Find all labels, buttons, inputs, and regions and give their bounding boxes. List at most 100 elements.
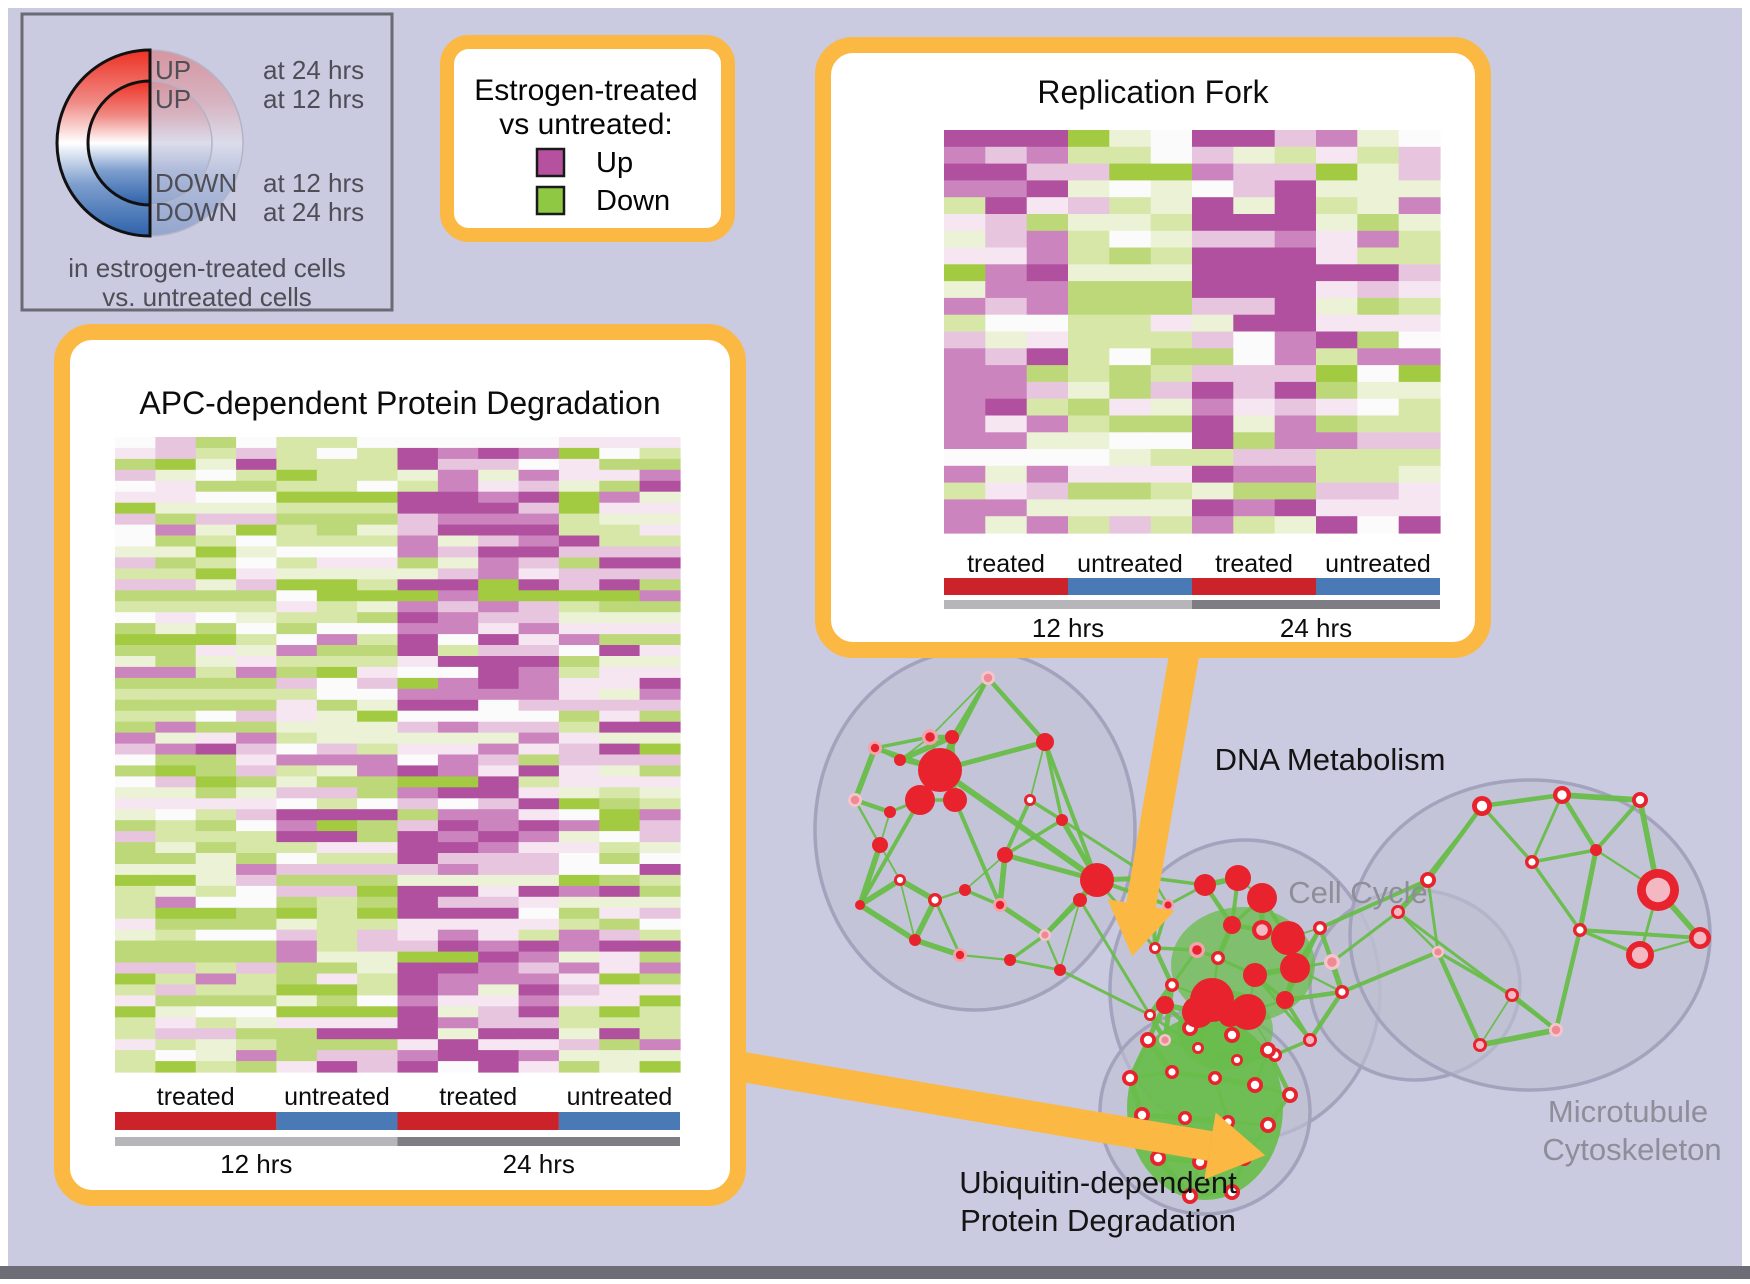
gene-node-core xyxy=(1316,924,1324,932)
heatmap-cell xyxy=(195,623,237,635)
heatmap-cell xyxy=(558,546,600,558)
heatmap-cell xyxy=(1109,130,1152,148)
rf-heatmap-grid: treated untreated treated untreated 12 hrs 24… xyxy=(944,130,1441,643)
network-edge xyxy=(937,767,1100,883)
heatmap-cell xyxy=(599,776,641,788)
gene-node xyxy=(1271,921,1305,955)
heatmap-cell xyxy=(357,1028,399,1040)
heatmap-cell xyxy=(195,601,237,613)
heatmap-cell xyxy=(357,1050,399,1062)
heatmap-cell xyxy=(195,480,237,493)
heatmap-cell xyxy=(558,557,600,569)
heatmap-cell xyxy=(316,601,358,613)
heatmap-cell xyxy=(1233,415,1276,433)
heatmap-cell xyxy=(115,447,156,460)
heatmap-cell xyxy=(195,579,237,591)
heatmap-cell xyxy=(155,1006,197,1018)
heatmap-cell xyxy=(1357,146,1400,165)
heatmap-cell xyxy=(236,513,278,526)
heatmap-cell xyxy=(1026,130,1069,148)
heatmap-cell xyxy=(115,973,156,985)
heatmap-cell xyxy=(397,765,439,777)
heatmap-cell xyxy=(1026,197,1069,215)
heatmap-cell xyxy=(316,831,358,843)
heatmap-cell xyxy=(558,645,600,657)
heatmap-cell xyxy=(1026,281,1069,299)
gene-node-core xyxy=(1476,800,1488,812)
gene-node xyxy=(1247,883,1277,913)
heatmap-cell xyxy=(155,502,197,515)
heatmap-cell xyxy=(236,645,278,657)
heatmap-cell xyxy=(397,612,439,624)
heatmap-cell xyxy=(155,666,197,679)
heatmap-cell xyxy=(1109,214,1152,232)
circle-legend-dir-1: UP xyxy=(155,84,191,114)
heatmap-cell xyxy=(1316,146,1358,165)
heatmap-cell xyxy=(195,918,237,931)
heatmap-cell xyxy=(478,918,520,931)
heatmap-cell xyxy=(1316,398,1358,417)
heatmap-cell xyxy=(397,929,439,942)
heatmap-cell xyxy=(357,568,399,580)
condition-bar xyxy=(276,1112,398,1130)
heatmap-cell xyxy=(236,437,278,449)
heatmap-cell xyxy=(437,447,479,460)
cluster-label-ubiquitin-2: Protein Degradation xyxy=(960,1203,1236,1238)
network-edge xyxy=(857,902,918,943)
heatmap-cell xyxy=(397,557,439,569)
heatmap-cell xyxy=(276,568,318,580)
heatmap-cell xyxy=(518,677,560,690)
heatmap-cell xyxy=(558,787,600,799)
heatmap-cell xyxy=(1109,264,1152,282)
heatmap-cell xyxy=(437,535,479,547)
heatmap-cell xyxy=(115,437,156,449)
heatmap-cell xyxy=(1026,214,1069,232)
heatmap-cell xyxy=(478,896,520,909)
heatmap-cell xyxy=(236,885,278,898)
heatmap-cell xyxy=(1316,365,1358,383)
heatmap-cell xyxy=(236,666,278,679)
bottom-frame-bar xyxy=(0,1266,1750,1279)
heatmap-cell xyxy=(1192,365,1234,383)
heatmap-cell xyxy=(115,896,156,909)
heatmap-cell xyxy=(944,398,986,417)
heatmap-cell xyxy=(478,437,520,449)
heatmap-cell xyxy=(1357,348,1400,366)
heatmap-cell xyxy=(316,656,358,668)
heatmap-cell xyxy=(599,447,641,460)
heatmap-cell xyxy=(236,677,278,690)
heatmap-cell xyxy=(276,1050,318,1062)
network-edge xyxy=(1213,1076,1230,1124)
heatmap-cell xyxy=(1357,197,1400,215)
heatmap-cell xyxy=(276,491,318,504)
heatmap-cell xyxy=(195,743,237,756)
heatmap-cell xyxy=(1192,130,1234,148)
heatmap-cell xyxy=(397,1006,439,1018)
heatmap-cell xyxy=(155,918,197,931)
heatmap-cell xyxy=(1274,398,1317,417)
heatmap-cell xyxy=(1026,381,1069,400)
heatmap-cell xyxy=(478,831,520,843)
heatmap-cell xyxy=(558,699,600,712)
heatmap-cell xyxy=(397,984,439,996)
circle-legend-time-1: at 12 hrs xyxy=(263,84,364,114)
heatmap-cell xyxy=(397,820,439,832)
heatmap-cell xyxy=(1068,214,1110,232)
heatmap-cell xyxy=(236,754,278,766)
heatmap-cell xyxy=(357,590,399,602)
heatmap-cell xyxy=(437,524,479,537)
network-edge xyxy=(1594,798,1642,852)
gene-node-core xyxy=(1164,901,1172,909)
heatmap-cell xyxy=(236,1006,278,1018)
heatmap-cell xyxy=(1274,314,1317,333)
heatmap-cell xyxy=(985,130,1028,148)
heatmap-cell xyxy=(639,918,681,931)
heatmap-cell xyxy=(1233,331,1276,349)
heatmap-cell xyxy=(195,842,237,854)
cluster-label-dna-metabolism: DNA Metabolism xyxy=(1215,742,1446,777)
heatmap-cell xyxy=(397,645,439,657)
heatmap-cell xyxy=(1274,297,1317,316)
network-edge xyxy=(1155,1155,1193,1199)
gene-node-core xyxy=(1631,946,1649,964)
heatmap-cell xyxy=(316,579,358,591)
